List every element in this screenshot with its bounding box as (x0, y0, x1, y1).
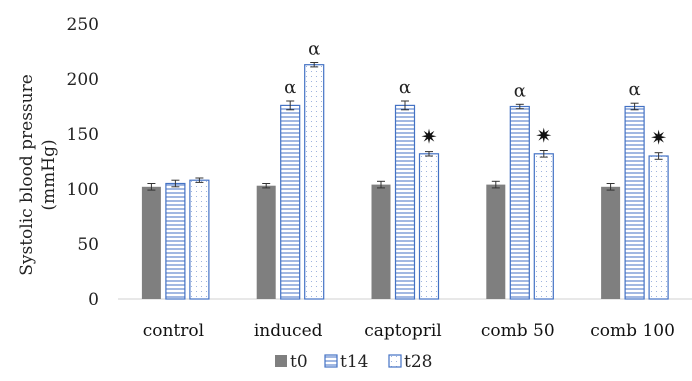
legend-label: t14 (340, 352, 368, 372)
legend-swatch-t14 (324, 354, 338, 368)
error-bars (147, 62, 663, 191)
error-bar (654, 152, 663, 160)
bar-t28-comb-100 (648, 155, 669, 300)
x-category-label: captopril (364, 321, 442, 341)
error-bar (515, 103, 524, 110)
error-bar (425, 151, 433, 157)
x-axis-category-labels: control induced captopril comb 50 comb 100 (143, 321, 675, 341)
legend-item-t28: t28 (388, 352, 432, 372)
bar-t0-induced (256, 185, 276, 299)
bar-t0-captopril (371, 184, 391, 299)
legend-item-t0: t0 (275, 352, 308, 372)
y-axis-ticks: 0 50 100 150 200 250 (67, 15, 99, 310)
x-category-label: control (143, 321, 204, 341)
bar-t14-comb-50 (509, 105, 530, 300)
y-tick-label: 0 (88, 290, 99, 310)
bar-t14-control (165, 182, 186, 300)
bar-t14-comb-100 (624, 105, 645, 300)
star-annotation: ✷ (421, 125, 438, 149)
y-tick-label: 150 (67, 125, 99, 145)
error-bar (377, 180, 385, 189)
legend: t0 t14 t28 (275, 352, 432, 372)
alpha-annotation: α (284, 77, 296, 98)
legend-swatch-t28 (388, 354, 402, 368)
bar-t14-captopril (394, 104, 416, 300)
y-tick-label: 50 (77, 235, 99, 255)
y-tick-label: 250 (67, 15, 99, 35)
legend-label: t0 (290, 352, 308, 372)
x-category-label: comb 100 (590, 321, 675, 341)
legend-swatch-t0 (275, 355, 287, 367)
error-bar (606, 183, 615, 191)
bar-t28-induced (304, 64, 325, 300)
bar-t28-captopril (418, 153, 440, 300)
bar-t0-control (141, 186, 161, 299)
error-bar (262, 183, 271, 189)
y-axis-title-unit: (mmHg) (39, 139, 59, 210)
bars (141, 64, 669, 300)
x-category-label: induced (254, 321, 323, 341)
y-tick-label: 200 (67, 70, 99, 90)
error-bar (491, 180, 500, 189)
error-bar (286, 100, 295, 111)
alpha-annotation: α (629, 79, 641, 100)
alpha-annotation: α (514, 80, 526, 101)
error-bar (171, 179, 180, 188)
error-bar (401, 100, 409, 111)
error-bar (147, 183, 156, 191)
y-axis-title: Systolic blood pressure (17, 74, 37, 276)
error-bar (539, 150, 548, 158)
significance-annotations: ααα✷α✷α✷ (284, 39, 667, 150)
y-tick-label: 100 (67, 180, 99, 200)
bar-t28-comb-50 (533, 153, 554, 300)
legend-item-t14: t14 (324, 352, 368, 372)
x-category-label: comb 50 (481, 321, 555, 341)
bar-t0-comb-50 (486, 184, 506, 299)
alpha-annotation: α (308, 39, 320, 60)
alpha-annotation: α (399, 77, 411, 98)
star-annotation: ✷ (650, 126, 667, 150)
star-annotation: ✷ (535, 124, 552, 148)
bar-t0-comb-100 (601, 186, 621, 299)
bar-t28-control (189, 179, 210, 300)
error-bar (195, 177, 204, 183)
error-bar (310, 62, 319, 68)
legend-label: t28 (404, 352, 432, 372)
error-bar (630, 102, 639, 111)
bar-t14-induced (280, 104, 301, 300)
